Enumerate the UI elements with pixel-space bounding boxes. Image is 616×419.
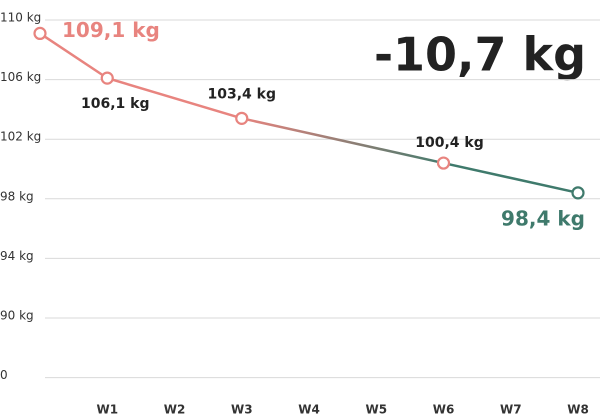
data-label: 109,1 kg [62, 18, 160, 42]
y-tick-label: 110 kg [0, 11, 41, 25]
x-tick-label: W4 [298, 403, 320, 417]
y-tick-label: 94 kg [0, 249, 34, 263]
point [571, 186, 585, 200]
x-tick-label: W3 [231, 403, 253, 417]
y-tick-label: 98 kg [0, 189, 34, 203]
x-tick-label: W5 [365, 403, 387, 417]
point [436, 156, 451, 170]
y-tick-label: 102 kg [0, 130, 41, 144]
data-label: 100,4 kg [415, 135, 484, 151]
point [235, 111, 249, 125]
y-break-label: 0 [0, 368, 8, 382]
x-tick-label: W8 [567, 403, 589, 417]
data-label: 98,4 kg [501, 206, 585, 230]
point [33, 26, 47, 41]
data-label: 106,1 kg [81, 96, 150, 112]
point [100, 71, 114, 85]
y-tick-label: 90 kg [0, 309, 34, 323]
y-tick-label: 106 kg [0, 70, 41, 84]
annotation: -10,7 kg [374, 28, 586, 82]
x-tick-label: W2 [164, 403, 186, 417]
x-tick-label: W7 [500, 403, 522, 417]
data-label: 103,4 kg [208, 86, 277, 102]
x-tick-label: W6 [433, 403, 455, 417]
x-tick-label: W1 [96, 403, 118, 417]
